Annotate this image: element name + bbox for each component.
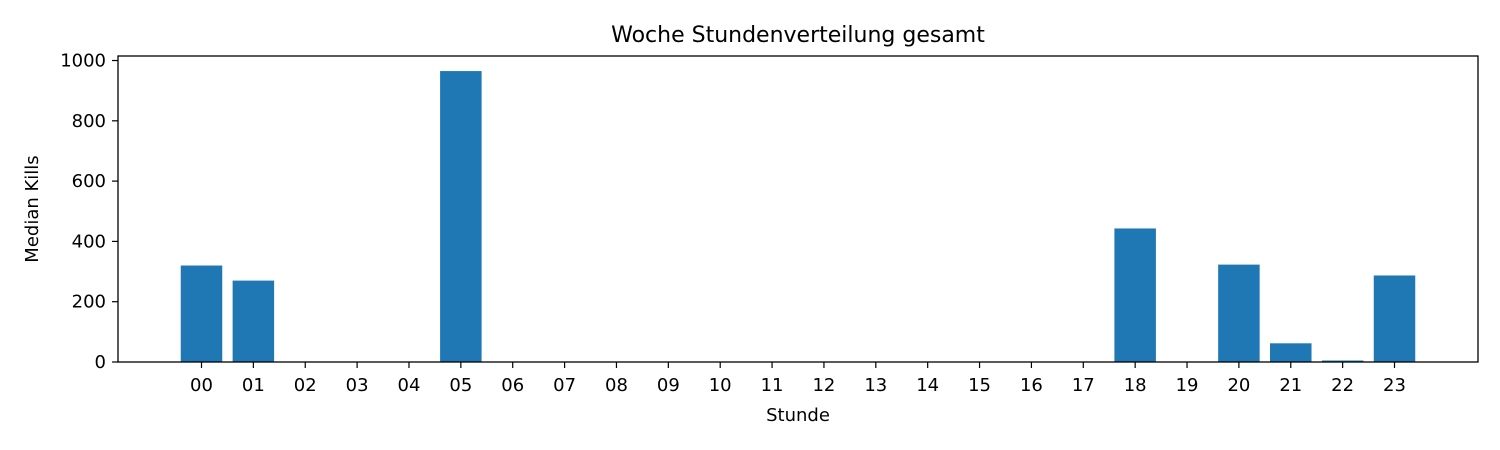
bar-18	[1114, 228, 1156, 362]
y-tick-label-400: 400	[72, 231, 106, 252]
y-tick-label-600: 600	[72, 171, 106, 192]
y-tick-label-1000: 1000	[60, 51, 106, 72]
x-tick-label-10: 10	[709, 375, 732, 396]
bar-00	[180, 265, 223, 362]
bars-group	[180, 71, 1416, 362]
x-tick-label-15: 15	[968, 375, 991, 396]
x-tick-label-13: 13	[864, 375, 887, 396]
y-axis-ticks: 0 200 400 600 800 1000	[60, 51, 118, 373]
chart-title: Woche Stundenverteilung gesamt	[611, 23, 985, 48]
bar-05	[440, 71, 482, 362]
bar-23	[1373, 275, 1416, 362]
x-tick-label-18: 18	[1124, 375, 1147, 396]
x-tick-label-22: 22	[1331, 375, 1354, 396]
bar-01	[232, 280, 275, 362]
x-tick-label-20: 20	[1227, 375, 1250, 396]
x-tick-label-06: 06	[501, 375, 524, 396]
x-tick-label-23: 23	[1383, 375, 1406, 396]
x-tick-label-12: 12	[812, 375, 835, 396]
x-tick-label-14: 14	[916, 375, 939, 396]
bar-21	[1270, 343, 1312, 362]
y-tick-label-0: 0	[95, 352, 106, 373]
x-tick-label-02: 02	[294, 375, 317, 396]
x-tick-label-05: 05	[449, 375, 472, 396]
x-tick-label-21: 21	[1279, 375, 1302, 396]
y-axis-label: Median Kills	[22, 155, 43, 262]
x-tick-label-09: 09	[657, 375, 680, 396]
x-tick-label-00: 00	[190, 375, 213, 396]
x-tick-label-03: 03	[346, 375, 369, 396]
bar-20	[1218, 264, 1260, 362]
x-tick-label-11: 11	[761, 375, 784, 396]
x-axis-label: Stunde	[766, 405, 830, 426]
x-tick-label-17: 17	[1072, 375, 1095, 396]
plot-frame	[117, 55, 1479, 363]
x-tick-label-01: 01	[242, 375, 265, 396]
x-tick-label-04: 04	[398, 375, 421, 396]
bar-22	[1321, 360, 1364, 362]
y-tick-label-800: 800	[72, 111, 106, 132]
x-tick-label-08: 08	[605, 375, 628, 396]
x-tick-label-07: 07	[553, 375, 576, 396]
y-tick-label-200: 200	[72, 292, 106, 313]
x-axis-ticks: 00 01 02 03 04 05 06 07 08 09 10 11 12 13 14 15 16 17 18 19…	[190, 362, 1406, 396]
x-tick-label-16: 16	[1020, 375, 1043, 396]
x-tick-label-19: 19	[1176, 375, 1199, 396]
